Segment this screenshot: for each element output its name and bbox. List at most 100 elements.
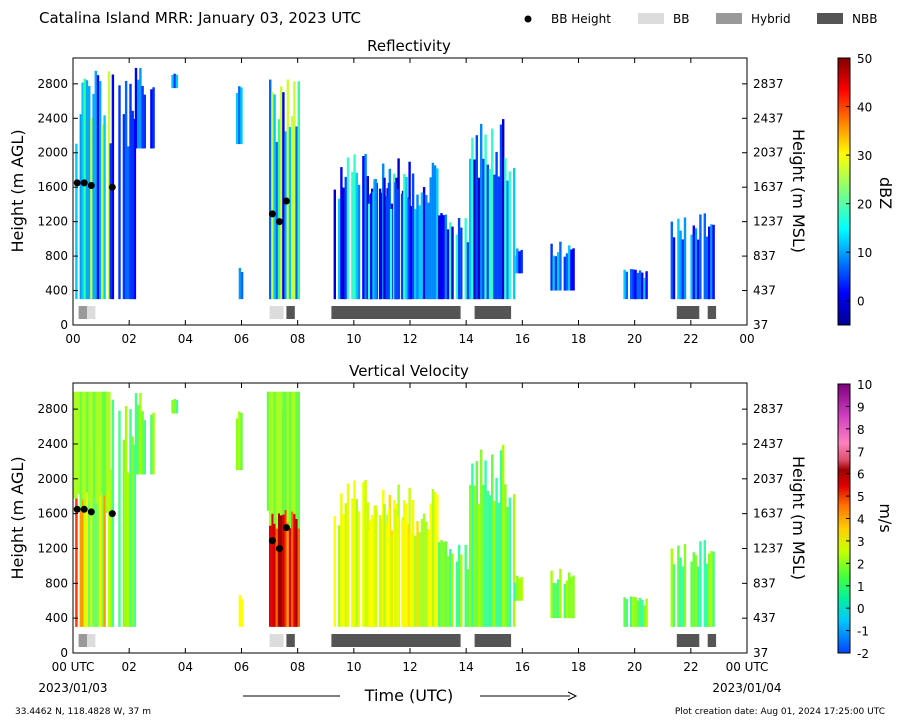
velocity-cell: [238, 411, 241, 471]
y-tick-label-left: 2400: [37, 111, 68, 125]
colorbar-tick-label: -2: [857, 647, 869, 661]
velocity-cell: [400, 520, 404, 627]
classification-bb: [269, 306, 284, 319]
x-ticks-top: 00 02 04 06 08 10 12 14 16 18 20 22 00: [65, 58, 755, 346]
velocity-cell: [491, 454, 494, 627]
velocity-cell: [101, 450, 104, 627]
reflectivity-cell: [572, 248, 575, 291]
reflectivity-cell: [677, 218, 680, 300]
reflectivity-cell: [338, 198, 341, 300]
velocity-cell: [495, 477, 498, 627]
legend-label-bb-height: BB Height: [551, 12, 611, 26]
reflectivity-cell: [394, 182, 397, 300]
creation-date: Plot creation date: Aug 01, 2024 17:25:0…: [675, 707, 885, 717]
legend-swatch-nbb: [817, 13, 843, 24]
velocity-cell: [451, 553, 454, 627]
velocity-cell: [137, 404, 140, 475]
reflectivity-cell: [393, 173, 396, 300]
y-tick-label-right: 37: [753, 646, 768, 660]
velocity-cell: [175, 399, 179, 414]
colorbar-tick-label: 0: [857, 295, 865, 309]
colorbar-tick-label: 8: [857, 423, 865, 437]
end-date: 2023/01/04: [712, 681, 781, 695]
velocity-cell: [433, 491, 437, 627]
reflectivity-cell: [284, 131, 287, 300]
velocity-cell: [565, 580, 569, 619]
velocity-cell: [266, 391, 270, 511]
colorbar-tick-label: 40: [857, 101, 872, 115]
velocity-cell: [90, 443, 93, 627]
classification-nbb: [286, 634, 295, 647]
reflectivity-cell: [446, 229, 450, 300]
reflectivity-cell: [471, 137, 474, 300]
x-tick-label: 10: [346, 660, 361, 674]
velocity-cell: [708, 553, 711, 627]
reflectivity-cell: [502, 119, 505, 300]
velocity-cell: [364, 480, 367, 627]
velocity-cell: [333, 516, 336, 627]
colorbar-ms-label: m/s: [876, 503, 895, 532]
y-tick-label-right: 2437: [753, 437, 784, 451]
reflectivity-cell: [407, 198, 410, 300]
reflectivity-cell: [364, 153, 367, 300]
classification-nbb: [676, 634, 700, 647]
velocity-cell: [150, 414, 153, 475]
reflectivity-cell: [520, 249, 523, 274]
reflectivity-cell: [420, 192, 424, 300]
reflectivity-cell: [565, 253, 569, 291]
reflectivity-cell: [99, 81, 102, 300]
bb-height-point: [73, 179, 81, 187]
reflectivity-cell: [152, 87, 155, 149]
y-tick-label-left: 2800: [37, 77, 68, 91]
y-tick-label-right: 1237: [753, 541, 784, 555]
reflectivity-cell: [484, 134, 487, 300]
reflectivity-cell: [418, 205, 421, 300]
velocity-cell: [86, 391, 89, 493]
classification-hybrid: [78, 306, 87, 319]
y-tick-label-left: 1600: [37, 180, 68, 194]
reflectivity-cell: [705, 236, 709, 300]
velocity-cell: [442, 541, 445, 627]
velocity-cell: [690, 561, 693, 627]
velocity-cell: [699, 541, 702, 627]
y-tick-label-right: 437: [753, 611, 776, 625]
velocity-cell: [396, 515, 399, 627]
reflectivity-cell: [150, 89, 153, 149]
velocity-cell: [277, 444, 281, 627]
velocity-cell: [477, 504, 481, 627]
velocity-cell: [106, 391, 109, 513]
velocity-cell: [484, 460, 487, 627]
colorbar-tick-label: 7: [857, 445, 865, 459]
reflectivity-cell: [504, 158, 507, 300]
location-note: 33.4462 N, 118.4828 W, 37 m: [15, 707, 151, 717]
velocity-cell: [286, 391, 289, 523]
colorbar-tick-label: 10: [857, 378, 872, 392]
reflectivity-cell: [129, 83, 132, 300]
velocity-cell: [96, 400, 100, 627]
velocity-cell: [497, 502, 500, 627]
x-tick-label: 10: [346, 332, 361, 346]
velocity-cell: [425, 521, 428, 627]
velocity-cell: [103, 441, 106, 627]
classification-nbb: [707, 306, 717, 319]
velocity-cell: [632, 596, 635, 627]
velocity-cell: [81, 407, 84, 627]
reflectivity-cell: [362, 156, 365, 300]
reflectivity-cell: [425, 195, 428, 300]
classification-nbb: [331, 634, 461, 647]
reflectivity-cell: [79, 114, 82, 300]
reflectivity-cell: [403, 173, 406, 300]
velocity-cell: [271, 417, 274, 627]
velocity-cell: [129, 409, 132, 627]
reflectivity-cell: [385, 196, 388, 300]
reflectivity-cell: [378, 188, 382, 300]
velocity-cell: [440, 539, 443, 627]
y-tick-label-right: 437: [753, 284, 776, 298]
reflectivity-cell: [497, 176, 500, 300]
velocity-cell: [692, 552, 695, 627]
velocity-cell: [275, 391, 278, 529]
reflectivity-cell: [400, 193, 404, 300]
reflectivity-cell: [444, 214, 448, 300]
velocity-cell: [295, 391, 298, 519]
velocity-cell: [552, 582, 555, 619]
